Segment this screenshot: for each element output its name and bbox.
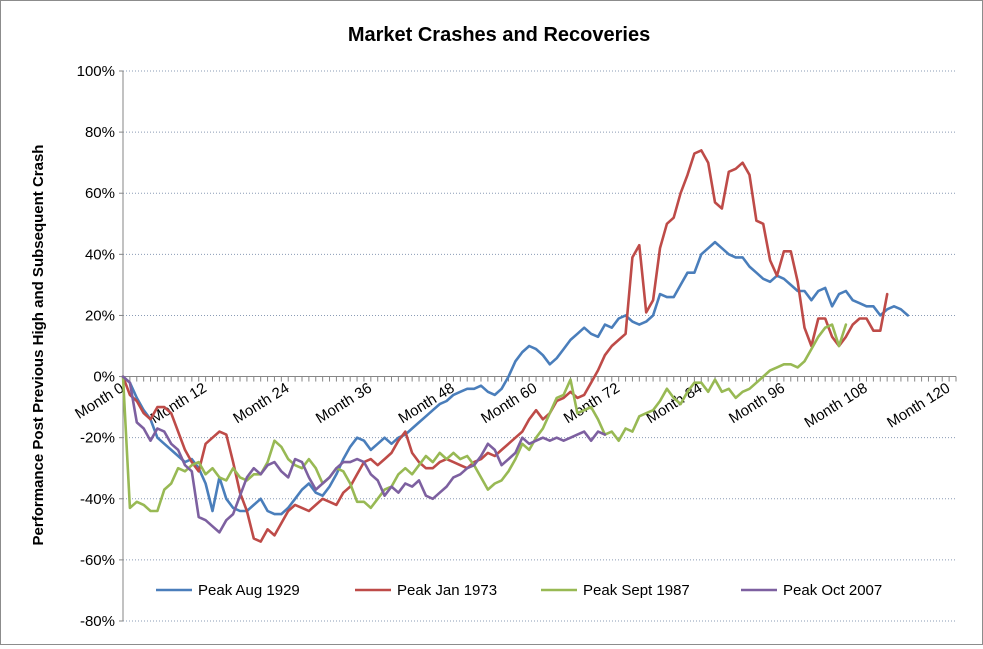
x-tick-label: Month 120 <box>884 380 953 432</box>
series-line-3 <box>121 323 848 513</box>
y-tick-label: 60% <box>85 185 115 202</box>
x-tick-label: Month 108 <box>801 380 870 432</box>
y-tick-label: 80% <box>85 124 115 141</box>
x-tick-label: Month 0 <box>72 380 127 423</box>
y-tick-label: -20% <box>80 430 115 447</box>
gridlines <box>123 70 956 622</box>
x-tick-label: Month 84 <box>643 380 705 428</box>
series-line-2 <box>121 149 889 543</box>
chart-title: Market Crashes and Recoveries <box>348 24 650 46</box>
x-tick-label: Month 60 <box>478 380 540 428</box>
legend: Peak Aug 1929 Peak Jan 1973 Peak Sept 1987… <box>156 582 882 599</box>
legend-label: Peak Jan 1973 <box>397 582 497 599</box>
y-tick-label: -40% <box>80 491 115 508</box>
y-tick-label: 40% <box>85 246 115 263</box>
x-tick-label: Month 24 <box>230 380 292 428</box>
legend-label: Peak Oct 2007 <box>783 582 882 599</box>
y-tick-label: 0% <box>93 369 115 386</box>
legend-label: Peak Sept 1987 <box>583 582 690 599</box>
x-tick-label: Month 96 <box>726 380 788 428</box>
x-tick-labels: Month 0 Month 12 Month 24 Month 36 Month 48 M… <box>72 380 953 432</box>
y-tick-label: 20% <box>85 307 115 324</box>
y-tick-labels: 100% 80% 60% 40% 20% 0% -20% -40% -60% -80% <box>77 63 115 630</box>
x-tick-label: Month 72 <box>561 380 623 428</box>
legend-label: Peak Aug 1929 <box>198 582 300 599</box>
y-axis-label: Performance Post Previous High and Subse… <box>30 145 47 546</box>
y-tick-label: 100% <box>77 63 115 80</box>
x-tick-label: Month 12 <box>148 380 210 428</box>
series-line-4 <box>121 375 607 534</box>
axes <box>119 70 957 622</box>
x-tick-label: Month 36 <box>313 380 375 428</box>
series-lines <box>121 149 910 543</box>
y-tick-label: -80% <box>80 613 115 630</box>
x-tick-label: Month 48 <box>396 380 458 428</box>
y-tick-label: -60% <box>80 552 115 569</box>
